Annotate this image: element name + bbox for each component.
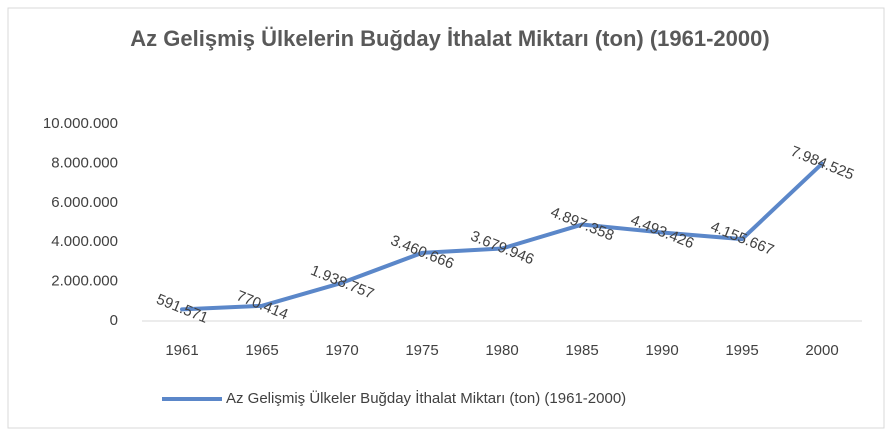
chart-title: Az Gelişmiş Ülkelerin Buğday İthalat Mik… xyxy=(130,26,770,51)
x-tick-label: 1995 xyxy=(725,342,758,359)
y-tick-label: 2.000.000 xyxy=(51,273,118,290)
y-tick-label: 4.000.000 xyxy=(51,233,118,250)
y-tick-label: 10.000.000 xyxy=(43,115,118,132)
x-tick-label: 1970 xyxy=(325,342,358,359)
series-line xyxy=(180,161,824,312)
x-tick-label: 2000 xyxy=(805,342,838,359)
x-tick-label: 1990 xyxy=(645,342,678,359)
chart-border xyxy=(7,7,885,429)
y-tick-label: 6.000.000 xyxy=(51,194,118,211)
x-tick-label: 1975 xyxy=(405,342,438,359)
y-tick-label: 0 xyxy=(110,312,118,329)
y-tick-label: 8.000.000 xyxy=(51,154,118,171)
legend-label: Az Gelişmiş Ülkeler Buğday İthalat Mikta… xyxy=(226,389,626,407)
x-tick-label: 1961 xyxy=(165,342,198,359)
x-tick-label: 1980 xyxy=(485,342,518,359)
x-tick-label: 1985 xyxy=(565,342,598,359)
x-tick-label: 1965 xyxy=(245,342,278,359)
